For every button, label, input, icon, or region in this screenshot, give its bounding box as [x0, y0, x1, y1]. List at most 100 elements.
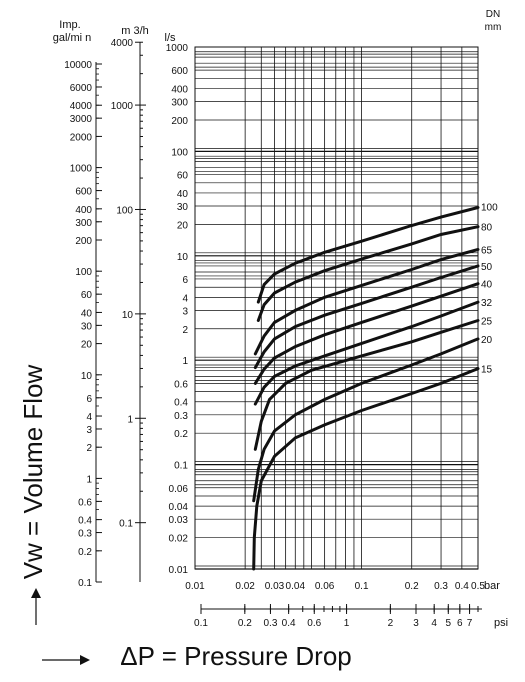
dn-header-label: DN — [486, 9, 500, 20]
psi-tick-label: 0.6 — [307, 618, 321, 629]
psi-tick-label: 4 — [431, 618, 437, 629]
psi-tick-label: 3 — [413, 618, 419, 629]
ls-tick-label: 30 — [177, 202, 189, 213]
imp-tick-label: 10000 — [64, 60, 92, 71]
ls-tick-label: 0.6 — [174, 379, 188, 390]
m3h-tick-label: 0.1 — [119, 519, 133, 530]
psi-tick-label: 5 — [446, 618, 452, 629]
ls-tick-label: 0.06 — [169, 484, 189, 495]
psi-tick-label: 7 — [467, 618, 473, 629]
curve-dn-100 — [256, 206, 480, 304]
ls-tick-label: 0.01 — [169, 565, 189, 576]
curve-label-dn-100: 100 — [481, 203, 498, 214]
imp-tick-label: 0.1 — [78, 578, 92, 589]
bar-tick-label: 0.06 — [315, 581, 335, 592]
imp-tick-label: 0.6 — [78, 497, 92, 508]
curve-label-dn-65: 65 — [481, 245, 493, 256]
bar-tick-label: 0.04 — [286, 581, 306, 592]
ls-tick-label: 0.3 — [174, 411, 188, 422]
imp-tick-label: 3 — [86, 425, 92, 436]
bar-tick-label: 0.3 — [434, 581, 448, 592]
psi-tick-label: 1 — [344, 618, 350, 629]
curve-label-dn-40: 40 — [481, 280, 493, 291]
curve-label-dn-15: 15 — [481, 365, 493, 376]
m3h-tick-label: 10 — [122, 310, 134, 321]
psi-tick-label: 0.3 — [263, 618, 277, 629]
up-arrow-head-icon — [31, 588, 41, 598]
bar-tick-label: 0.03 — [265, 581, 285, 592]
psi-tick-label: 0.1 — [194, 618, 208, 629]
ls-tick-label: 4 — [182, 293, 188, 304]
curve-dn-20 — [252, 337, 480, 503]
right-arrow-head-icon — [80, 655, 90, 665]
bar-tick-label: 0.4 — [455, 581, 469, 592]
ls-tick-label: 0.03 — [169, 515, 189, 526]
bar-tick-label: 0.1 — [355, 581, 369, 592]
ls-tick-label: 0.02 — [169, 534, 189, 545]
imp-tick-label: 0.3 — [78, 529, 92, 540]
imp-tick-label: 20 — [81, 340, 93, 351]
ls-tick-label: 600 — [171, 66, 188, 77]
ls-tick-label: 1 — [182, 356, 188, 367]
ls-tick-label: 1000 — [166, 43, 189, 54]
curve-label-dn-20: 20 — [481, 335, 493, 346]
imp-axis-unit: gal/mi n — [53, 32, 92, 44]
imp-tick-label: 2000 — [70, 132, 93, 143]
ls-tick-label: 20 — [177, 220, 189, 231]
curve-dn-15 — [252, 367, 480, 571]
curve-label-dn-32: 32 — [481, 298, 493, 309]
imp-tick-label: 40 — [81, 308, 93, 319]
ls-axis-title: l/s — [165, 32, 177, 44]
m3h-tick-label: 4000 — [111, 38, 134, 49]
ls-tick-label: 0.2 — [174, 429, 188, 440]
m3h-tick-label: 100 — [116, 205, 133, 216]
psi-tick-label: 0.2 — [238, 618, 252, 629]
curve-dn-65 — [253, 248, 480, 356]
psi-tick-label: 2 — [388, 618, 394, 629]
psi-axis-title: psi — [494, 617, 508, 629]
m3h-axis-title: m 3/h — [121, 25, 149, 37]
imp-axis-title: Imp. — [59, 19, 80, 31]
ls-tick-label: 400 — [171, 85, 188, 96]
ls-tick-label: 40 — [177, 189, 189, 200]
curve-label-dn-80: 80 — [481, 223, 493, 234]
dn-mm-label: mm — [485, 22, 502, 33]
ls-tick-label: 3 — [182, 306, 188, 317]
imp-tick-label: 100 — [75, 267, 92, 278]
imp-tick-label: 6000 — [70, 83, 93, 94]
curve-label-dn-50: 50 — [481, 262, 493, 273]
bar-tick-label: 0.02 — [235, 581, 255, 592]
imp-tick-label: 60 — [81, 290, 93, 301]
imp-tick-label: 4 — [86, 412, 92, 423]
ls-tick-label: 0.4 — [174, 398, 188, 409]
ls-tick-label: 2 — [182, 325, 188, 336]
bar-tick-label: 0.01 — [185, 581, 205, 592]
chart-axes: 1008065504032252015DNmml/s10006004003002… — [18, 9, 508, 671]
imp-tick-label: 2 — [86, 443, 92, 454]
ls-tick-label: 100 — [171, 147, 188, 158]
imp-tick-label: 300 — [75, 218, 92, 229]
m3h-tick-label: 1000 — [111, 101, 134, 112]
imp-tick-label: 0.4 — [78, 516, 92, 527]
bar-tick-label: 0.5 — [471, 581, 485, 592]
y-axis-title: Vw = Volume Flow — [18, 364, 48, 579]
ls-tick-label: 300 — [171, 98, 188, 109]
imp-tick-label: 1 — [86, 474, 92, 485]
ls-tick-label: 200 — [171, 116, 188, 127]
imp-tick-label: 30 — [81, 321, 93, 332]
imp-tick-label: 1000 — [70, 164, 93, 175]
psi-tick-label: 6 — [457, 618, 463, 629]
imp-tick-label: 6 — [86, 394, 92, 405]
ls-tick-label: 6 — [182, 275, 188, 286]
ls-tick-label: 60 — [177, 171, 189, 182]
curve-dn-40 — [253, 282, 480, 385]
curve-dn-25 — [253, 319, 480, 451]
curve-dn-50 — [253, 264, 480, 370]
curve-label-dn-25: 25 — [481, 317, 493, 328]
ls-tick-label: 0.04 — [169, 502, 189, 513]
imp-tick-label: 3000 — [70, 114, 93, 125]
m3h-tick-label: 1 — [127, 414, 133, 425]
curve-dn-80 — [256, 225, 480, 322]
imp-tick-label: 10 — [81, 371, 93, 382]
